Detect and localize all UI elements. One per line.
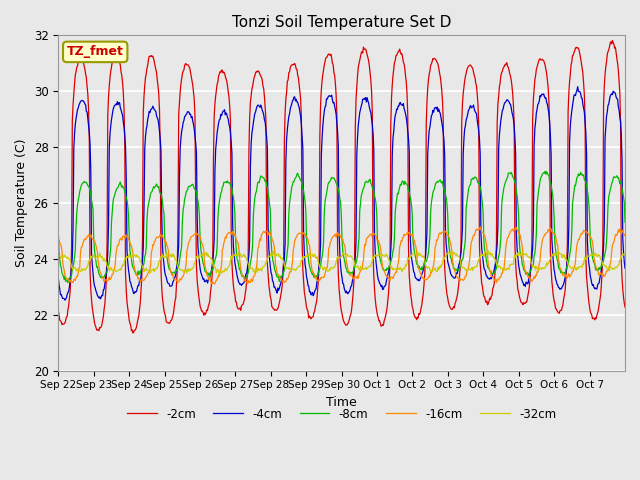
-4cm xyxy=(275,286,283,292)
-8cm xyxy=(254,180,262,185)
-8cm xyxy=(64,280,72,286)
-2cm xyxy=(254,68,262,74)
-16cm xyxy=(54,237,62,243)
-8cm xyxy=(122,192,129,198)
-32cm xyxy=(401,265,409,271)
-2cm xyxy=(121,140,129,145)
Text: TZ_fmet: TZ_fmet xyxy=(67,46,124,59)
-16cm xyxy=(433,237,440,243)
-32cm xyxy=(226,262,234,268)
-32cm xyxy=(121,257,129,263)
-2cm xyxy=(433,58,440,64)
-8cm xyxy=(621,219,629,225)
Line: -4cm: -4cm xyxy=(58,87,625,300)
Title: Tonzi Soil Temperature Set D: Tonzi Soil Temperature Set D xyxy=(232,15,451,30)
-32cm xyxy=(216,272,223,277)
-16cm xyxy=(226,229,234,235)
-2cm xyxy=(54,307,62,313)
-16cm xyxy=(401,233,409,239)
Line: -16cm: -16cm xyxy=(58,227,625,284)
-16cm xyxy=(476,224,484,230)
-4cm xyxy=(621,265,629,271)
-32cm xyxy=(275,254,283,260)
Legend: -2cm, -4cm, -8cm, -16cm, -32cm: -2cm, -4cm, -8cm, -16cm, -32cm xyxy=(122,403,561,425)
Line: -2cm: -2cm xyxy=(58,40,625,333)
-2cm xyxy=(129,330,137,336)
-4cm xyxy=(54,275,62,280)
-4cm xyxy=(61,297,68,303)
-32cm xyxy=(54,252,62,258)
-8cm xyxy=(54,228,62,233)
-2cm xyxy=(609,37,616,43)
-16cm xyxy=(254,246,262,252)
-4cm xyxy=(433,106,440,112)
-8cm xyxy=(401,179,409,184)
-4cm xyxy=(574,84,582,90)
-4cm xyxy=(401,108,409,114)
-4cm xyxy=(122,144,129,150)
-2cm xyxy=(226,103,234,109)
-32cm xyxy=(621,252,629,257)
Line: -8cm: -8cm xyxy=(58,171,625,283)
-8cm xyxy=(275,279,283,285)
-16cm xyxy=(211,281,218,287)
-2cm xyxy=(621,304,629,310)
-16cm xyxy=(621,232,629,238)
-4cm xyxy=(254,102,262,108)
-32cm xyxy=(484,248,492,254)
-8cm xyxy=(541,168,549,174)
-32cm xyxy=(433,268,440,274)
-2cm xyxy=(275,300,283,306)
-8cm xyxy=(433,180,440,185)
-4cm xyxy=(226,124,234,130)
Y-axis label: Soil Temperature (C): Soil Temperature (C) xyxy=(15,139,28,267)
Line: -32cm: -32cm xyxy=(58,251,625,275)
-16cm xyxy=(121,236,129,241)
-16cm xyxy=(275,273,283,279)
-8cm xyxy=(226,180,234,186)
X-axis label: Time: Time xyxy=(326,396,357,409)
-2cm xyxy=(401,65,409,71)
-32cm xyxy=(254,265,262,271)
